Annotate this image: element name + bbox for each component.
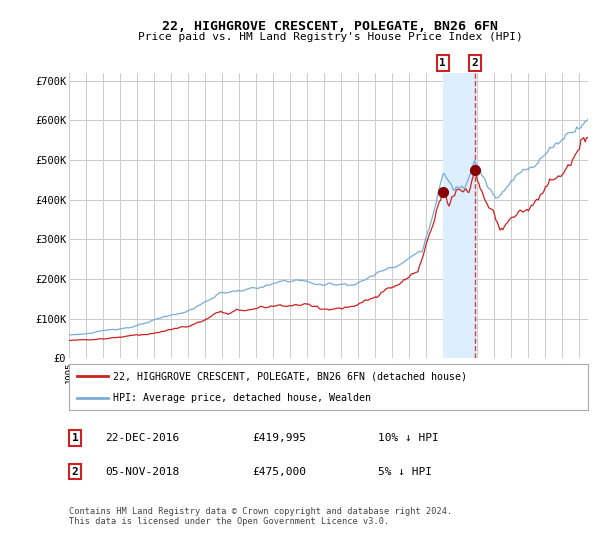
Text: £475,000: £475,000 bbox=[252, 466, 306, 477]
Text: 10% ↓ HPI: 10% ↓ HPI bbox=[378, 433, 439, 443]
Text: 22, HIGHGROVE CRESCENT, POLEGATE, BN26 6FN: 22, HIGHGROVE CRESCENT, POLEGATE, BN26 6… bbox=[162, 20, 498, 32]
Text: Price paid vs. HM Land Registry's House Price Index (HPI): Price paid vs. HM Land Registry's House … bbox=[137, 32, 523, 43]
Text: 22, HIGHGROVE CRESCENT, POLEGATE, BN26 6FN (detached house): 22, HIGHGROVE CRESCENT, POLEGATE, BN26 6… bbox=[113, 371, 467, 381]
Text: 22-DEC-2016: 22-DEC-2016 bbox=[105, 433, 179, 443]
Text: 1: 1 bbox=[71, 433, 79, 443]
Text: 5% ↓ HPI: 5% ↓ HPI bbox=[378, 466, 432, 477]
Text: Contains HM Land Registry data © Crown copyright and database right 2024.
This d: Contains HM Land Registry data © Crown c… bbox=[69, 507, 452, 526]
Text: 05-NOV-2018: 05-NOV-2018 bbox=[105, 466, 179, 477]
Text: HPI: Average price, detached house, Wealden: HPI: Average price, detached house, Weal… bbox=[113, 393, 371, 403]
Bar bbox=[443, 73, 475, 358]
Text: 2: 2 bbox=[71, 466, 79, 477]
Text: 1: 1 bbox=[439, 58, 446, 68]
Text: 2: 2 bbox=[471, 58, 478, 68]
Text: £419,995: £419,995 bbox=[252, 433, 306, 443]
